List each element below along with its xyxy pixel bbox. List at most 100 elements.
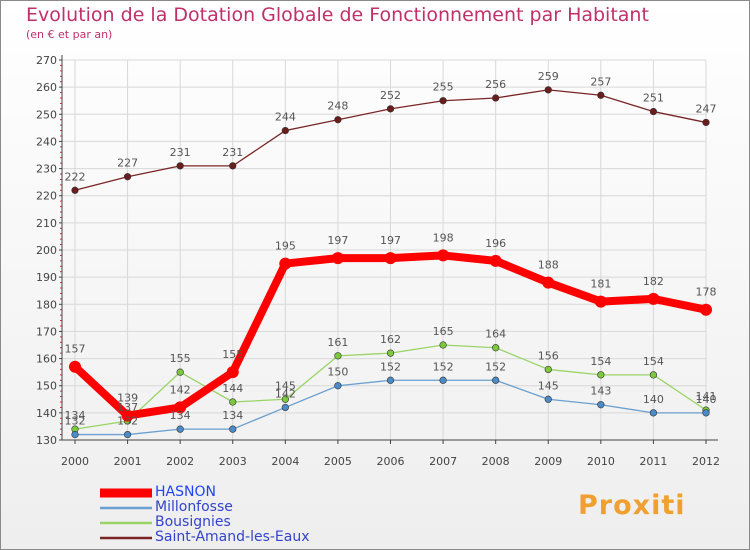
data-point: [542, 276, 555, 289]
data-point: [331, 252, 344, 265]
data-label: 142: [170, 383, 191, 396]
data-label: 152: [380, 360, 401, 373]
data-point: [334, 352, 342, 360]
data-point: [71, 430, 79, 439]
data-label: 161: [327, 336, 348, 349]
data-point: [492, 376, 500, 384]
data-label: 197: [327, 234, 348, 247]
legend-label: HASNON: [155, 484, 216, 500]
data-label: 137: [117, 401, 138, 414]
data-label: 164: [485, 328, 506, 341]
data-label: 139: [117, 392, 138, 405]
proxiti-logo: Proxiti: [578, 490, 686, 521]
data-label: 157: [65, 343, 86, 356]
data-point: [281, 126, 289, 135]
data-point: [647, 292, 660, 305]
x-tick-label: 2011: [639, 455, 667, 468]
data-label: 152: [433, 360, 454, 373]
data-label: 222: [65, 170, 86, 183]
y-tick-label: 190: [36, 271, 57, 284]
y-tick-label: 220: [36, 190, 57, 203]
data-label: 259: [538, 70, 559, 83]
data-label: 154: [590, 355, 611, 368]
data-point: [594, 295, 607, 308]
data-point: [386, 349, 395, 357]
y-tick-label: 140: [36, 407, 57, 420]
data-label: 150: [327, 366, 348, 379]
legend-label: Millonfosse: [155, 499, 233, 515]
data-label: 134: [222, 409, 243, 422]
x-tick-label: 2008: [482, 455, 510, 468]
data-point: [334, 382, 342, 390]
data-point: [439, 97, 447, 105]
data-label: 154: [643, 355, 664, 368]
data-label: 231: [170, 146, 191, 159]
data-point: [384, 252, 397, 265]
data-point: [439, 376, 447, 384]
data-label: 247: [696, 102, 717, 115]
data-point: [649, 107, 658, 116]
data-point: [386, 376, 395, 384]
legend-label: Bousignies: [155, 514, 231, 530]
data-label: 156: [538, 349, 559, 362]
data-point: [439, 341, 447, 349]
data-point: [229, 162, 237, 170]
data-point: [437, 249, 450, 262]
data-label: 182: [643, 275, 664, 288]
data-point: [702, 118, 710, 127]
x-tick-label: 2002: [166, 455, 194, 468]
data-label: 134: [170, 409, 191, 422]
data-label: 252: [380, 89, 401, 102]
data-label: 140: [643, 393, 664, 406]
data-point: [121, 409, 134, 422]
data-point: [597, 371, 605, 379]
data-point: [281, 395, 289, 403]
data-point: [492, 344, 500, 352]
data-label: 162: [380, 333, 401, 346]
data-label: 134: [65, 409, 86, 422]
x-tick-label: 2001: [114, 455, 142, 468]
data-label: 140: [696, 393, 717, 406]
data-label: 255: [433, 81, 454, 94]
data-label: 155: [222, 348, 243, 361]
y-tick-label: 260: [36, 81, 57, 94]
x-tick-label: 2012: [692, 455, 720, 468]
data-label: 132: [65, 415, 86, 428]
data-label: 231: [222, 146, 243, 159]
data-label: 142: [275, 387, 296, 400]
data-point: [174, 401, 187, 414]
legend-label: Saint-Amand-les-Eaux: [155, 529, 310, 545]
data-label: 197: [380, 234, 401, 247]
x-tick-label: 2005: [324, 455, 352, 468]
data-point: [281, 403, 289, 412]
data-label: 141: [696, 390, 717, 403]
x-tick-label: 2006: [377, 455, 405, 468]
x-tick-label: 2007: [429, 455, 457, 468]
data-point: [176, 162, 184, 170]
data-point: [386, 105, 395, 113]
data-label: 251: [643, 92, 664, 105]
y-tick-label: 270: [36, 54, 57, 67]
data-label: 144: [222, 382, 243, 395]
data-label: 132: [117, 415, 138, 428]
data-point: [597, 401, 605, 409]
y-tick-label: 240: [36, 135, 57, 148]
data-label: 248: [327, 100, 348, 113]
chart-subtitle: (en € et par an): [26, 28, 113, 41]
y-tick-label: 160: [36, 353, 57, 366]
data-label: 145: [275, 379, 296, 392]
data-point: [492, 94, 500, 102]
x-tick-label: 2000: [61, 455, 89, 468]
y-tick-label: 210: [36, 217, 57, 230]
data-point: [69, 360, 81, 373]
data-label: 188: [538, 259, 559, 272]
data-point: [489, 254, 502, 267]
x-tick-label: 2009: [534, 455, 562, 468]
data-point: [544, 365, 552, 374]
y-tick-label: 180: [36, 298, 57, 311]
data-point: [649, 371, 658, 379]
data-point: [334, 116, 342, 124]
y-tick-label: 130: [36, 434, 57, 447]
chart-title: Evolution de la Dotation Globale de Fonc…: [26, 4, 649, 26]
